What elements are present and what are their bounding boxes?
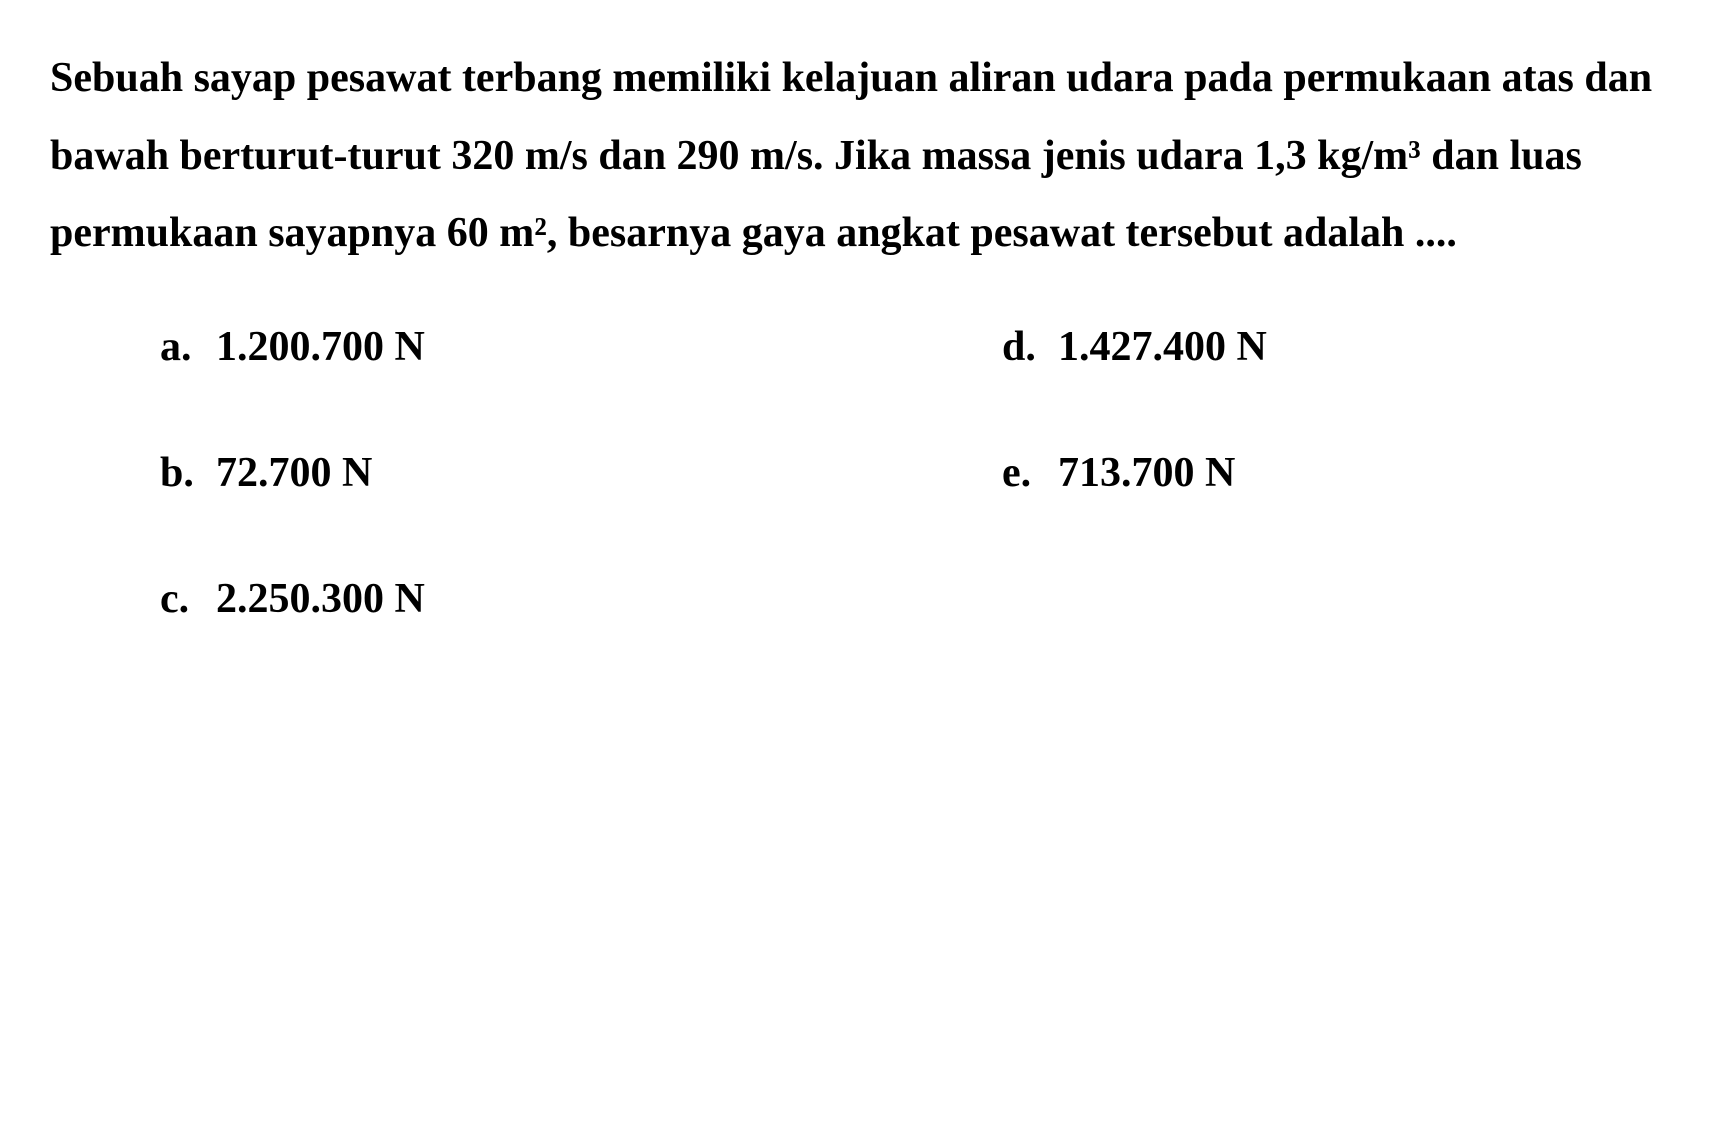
option-letter-d: d. <box>1002 323 1042 371</box>
option-value-e: 713.700 N <box>1058 449 1235 497</box>
option-e[interactable]: e. 713.700 N <box>1002 449 1664 497</box>
option-value-d: 1.427.400 N <box>1058 323 1267 371</box>
option-value-c: 2.250.300 N <box>216 575 425 623</box>
option-a[interactable]: a. 1.200.700 N <box>160 323 822 371</box>
option-value-a: 1.200.700 N <box>216 323 425 371</box>
option-letter-a: a. <box>160 323 200 371</box>
option-letter-c: c. <box>160 575 200 623</box>
option-b[interactable]: b. 72.700 N <box>160 449 822 497</box>
option-d[interactable]: d. 1.427.400 N <box>1002 323 1664 371</box>
option-value-b: 72.700 N <box>216 449 372 497</box>
options-container: a. 1.200.700 N d. 1.427.400 N b. 72.700 … <box>50 323 1664 623</box>
option-c[interactable]: c. 2.250.300 N <box>160 575 822 623</box>
option-letter-e: e. <box>1002 449 1042 497</box>
option-letter-b: b. <box>160 449 200 497</box>
question-text: Sebuah sayap pesawat terbang memiliki ke… <box>50 40 1664 273</box>
